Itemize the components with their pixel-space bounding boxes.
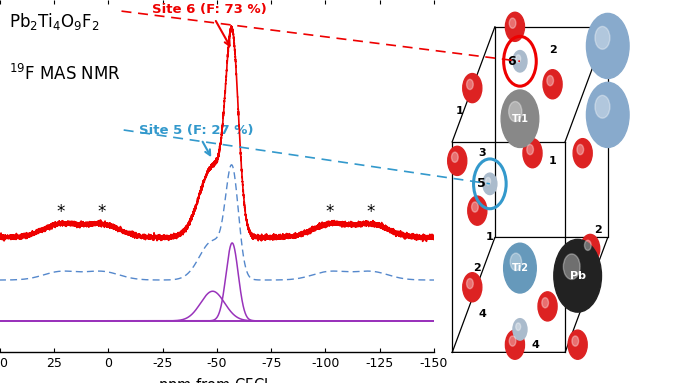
Text: Pb: Pb	[570, 271, 586, 281]
Text: 2: 2	[594, 225, 601, 235]
Circle shape	[504, 243, 536, 293]
Circle shape	[573, 139, 592, 168]
X-axis label: ppm from CFCl$_3$: ppm from CFCl$_3$	[159, 376, 275, 383]
Text: 4: 4	[531, 340, 539, 350]
Circle shape	[568, 330, 587, 359]
Text: Site 5 (F: 27 %): Site 5 (F: 27 %)	[139, 123, 254, 155]
Circle shape	[595, 26, 610, 49]
Text: 5: 5	[477, 177, 485, 190]
Circle shape	[563, 254, 580, 280]
Text: 1: 1	[549, 156, 557, 166]
Text: *: *	[56, 203, 65, 221]
Text: 2: 2	[473, 263, 481, 273]
Circle shape	[523, 139, 542, 168]
Circle shape	[572, 336, 578, 346]
Circle shape	[538, 292, 557, 321]
Circle shape	[554, 239, 601, 312]
Circle shape	[584, 240, 591, 250]
Circle shape	[509, 336, 516, 346]
Text: $^{19}$F MAS NMR: $^{19}$F MAS NMR	[9, 64, 121, 83]
Circle shape	[586, 13, 629, 79]
Circle shape	[542, 298, 549, 308]
Circle shape	[577, 144, 584, 155]
Circle shape	[595, 95, 610, 118]
Circle shape	[508, 101, 522, 121]
Text: Pb$_2$Ti$_4$O$_9$F$_2$: Pb$_2$Ti$_4$O$_9$F$_2$	[9, 11, 100, 31]
Circle shape	[485, 177, 491, 185]
Text: 2: 2	[549, 45, 557, 55]
Circle shape	[547, 75, 553, 86]
Circle shape	[483, 173, 497, 195]
Circle shape	[466, 79, 473, 90]
Circle shape	[463, 273, 482, 302]
Circle shape	[463, 74, 482, 103]
Text: 1: 1	[486, 232, 494, 242]
Circle shape	[586, 82, 629, 147]
Circle shape	[510, 253, 521, 270]
Text: Ti2: Ti2	[511, 263, 528, 273]
Circle shape	[580, 234, 600, 264]
Circle shape	[509, 18, 516, 28]
Circle shape	[505, 330, 525, 359]
Circle shape	[452, 152, 458, 162]
Circle shape	[543, 70, 562, 99]
Text: 4: 4	[479, 309, 486, 319]
Circle shape	[468, 196, 487, 225]
Circle shape	[447, 146, 466, 175]
Circle shape	[466, 278, 473, 289]
Circle shape	[516, 323, 521, 331]
Text: *: *	[367, 203, 375, 221]
Circle shape	[505, 12, 525, 41]
Circle shape	[501, 90, 539, 147]
Circle shape	[513, 319, 527, 340]
Text: 3: 3	[479, 148, 486, 158]
Text: Site 6 (F: 73 %): Site 6 (F: 73 %)	[152, 3, 266, 46]
Text: 6: 6	[507, 55, 515, 68]
Text: *: *	[98, 203, 106, 221]
Circle shape	[516, 55, 521, 62]
Circle shape	[472, 202, 478, 212]
Circle shape	[527, 144, 534, 155]
Text: Ti1: Ti1	[511, 114, 528, 124]
Text: *: *	[325, 203, 334, 221]
Circle shape	[513, 51, 527, 72]
Text: 1: 1	[456, 106, 464, 116]
